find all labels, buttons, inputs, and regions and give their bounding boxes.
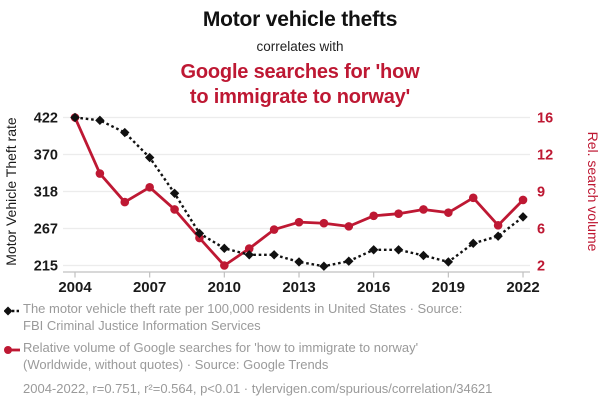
svg-text:9: 9 [537,185,545,201]
svg-text:Motor Vehicle Theft rate: Motor Vehicle Theft rate [3,117,19,266]
svg-text:215: 215 [34,259,58,275]
svg-text:16: 16 [537,111,553,127]
svg-text:2007: 2007 [133,279,166,296]
svg-text:2016: 2016 [357,279,390,296]
svg-text:2004: 2004 [58,279,92,296]
svg-text:2: 2 [537,259,545,275]
page-title: Motor vehicle thefts [202,8,398,31]
subtitle-line-2: to immigrate to norway' [189,86,411,108]
red-circle-solid-line-icon [4,346,20,354]
black-diamond-dotted-line-icon [4,306,20,316]
svg-text:Rel. search volume: Rel. search volume [585,132,600,252]
svg-text:12: 12 [537,148,553,164]
subtitle-red: Google searches for 'how to immigrate to… [0,60,600,110]
legend-item-search-volume: Relative volume of Google searches for '… [4,340,475,373]
svg-text:267: 267 [34,222,58,238]
chart-header: Motor vehicle thefts correlates with Goo… [0,0,600,110]
svg-text:2022: 2022 [506,279,539,296]
stats-and-source-url: 2004-2022, r=0.751, r²=0.564, p<0.01 · t… [23,381,493,396]
legend-item-theft-rate: The motor vehicle theft rate per 100,000… [4,301,475,334]
svg-text:422: 422 [34,111,58,127]
correlates-with-text: correlates with [256,39,344,54]
subtitle-line-1: Google searches for 'how [180,61,420,83]
svg-text:370: 370 [34,148,58,164]
svg-text:2019: 2019 [432,279,465,296]
svg-text:2010: 2010 [208,279,241,296]
legend-label-search-volume: Relative volume of Google searches for '… [23,340,419,372]
svg-text:2013: 2013 [282,279,315,296]
svg-text:318: 318 [34,185,58,201]
legend-label-theft-rate: The motor vehicle theft rate per 100,000… [23,301,463,333]
correlation-chart: 2004 2007 2010 2013 2016 2019 2022 422 370 318 267… [3,111,600,297]
svg-text:6: 6 [537,222,545,238]
